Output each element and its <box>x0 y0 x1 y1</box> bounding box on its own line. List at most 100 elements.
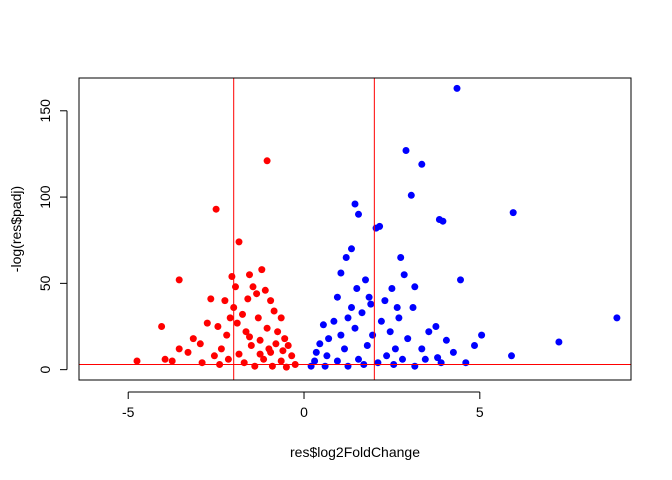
data-point <box>175 345 183 353</box>
data-point <box>254 314 262 322</box>
data-point <box>244 295 252 303</box>
data-point <box>377 317 385 325</box>
data-point <box>411 283 419 291</box>
data-point <box>212 205 220 213</box>
data-point <box>397 254 405 261</box>
data-point <box>374 359 382 367</box>
data-point <box>333 357 341 365</box>
data-point <box>402 147 410 154</box>
data-point <box>404 335 412 343</box>
data-point <box>184 348 192 356</box>
data-point <box>232 283 239 291</box>
data-point <box>307 362 315 370</box>
data-point <box>246 333 253 341</box>
data-point <box>355 355 362 363</box>
data-point <box>251 362 259 370</box>
data-point <box>242 328 250 336</box>
data-point <box>367 300 375 308</box>
data-point <box>330 317 338 325</box>
data-point <box>277 314 285 322</box>
data-point <box>471 342 478 349</box>
data-point <box>508 352 515 360</box>
data-point <box>207 295 215 303</box>
data-point <box>272 340 280 348</box>
data-point <box>246 271 253 279</box>
data-point <box>228 273 236 280</box>
data-point <box>358 309 366 317</box>
x-tick-label: -5 <box>122 404 135 420</box>
data-point <box>613 314 621 322</box>
data-point <box>425 328 433 336</box>
data-point <box>253 290 261 298</box>
y-tick-label: 150 <box>37 99 53 123</box>
plot-frame <box>78 77 632 381</box>
data-point <box>240 359 248 367</box>
data-point <box>258 266 266 274</box>
data-point <box>319 321 327 329</box>
data-point <box>267 297 275 305</box>
data-point <box>233 319 241 327</box>
data-point <box>386 328 394 336</box>
data-point <box>337 269 345 277</box>
data-point <box>437 359 445 367</box>
data-point <box>344 362 352 370</box>
data-point <box>256 336 264 344</box>
data-point <box>223 331 231 339</box>
data-point <box>418 160 426 168</box>
data-point <box>274 328 282 336</box>
data-point <box>288 352 296 360</box>
data-point <box>158 323 166 330</box>
data-point <box>409 304 417 311</box>
data-point <box>210 352 218 360</box>
data-point <box>325 335 333 343</box>
data-point <box>316 340 324 348</box>
x-axis-title: res$log2FoldChange <box>290 444 420 460</box>
data-point <box>393 304 401 311</box>
x-tick-label: 0 <box>300 404 308 420</box>
data-point <box>189 335 197 343</box>
data-point <box>333 293 341 301</box>
data-point <box>221 297 229 305</box>
data-point <box>268 362 276 370</box>
points-layer <box>133 84 621 371</box>
data-point <box>261 286 269 294</box>
data-point <box>353 285 361 292</box>
data-point <box>161 355 169 363</box>
data-point <box>217 345 225 353</box>
data-point <box>249 283 257 291</box>
data-point <box>168 357 176 365</box>
data-point <box>235 238 243 246</box>
data-point <box>462 359 470 367</box>
data-point <box>344 314 352 322</box>
data-point <box>323 352 331 360</box>
data-point <box>175 276 183 284</box>
y-tick-label: 0 <box>37 365 53 373</box>
data-point <box>235 350 243 358</box>
data-point <box>263 324 271 332</box>
data-point <box>372 224 380 232</box>
y-axis-title: -log(res$padj) <box>8 186 24 272</box>
data-point <box>224 355 232 363</box>
data-point <box>198 359 206 367</box>
data-point <box>260 355 268 363</box>
data-point <box>363 342 371 349</box>
data-point <box>355 210 362 218</box>
data-point <box>391 345 399 353</box>
data-point <box>509 209 517 217</box>
data-point <box>311 357 319 365</box>
data-point <box>442 336 450 344</box>
data-point <box>337 331 345 339</box>
data-point <box>265 345 273 353</box>
data-point <box>400 271 408 279</box>
data-point <box>226 314 234 322</box>
data-point <box>247 342 255 349</box>
data-point <box>282 363 290 371</box>
data-point <box>555 338 563 346</box>
data-point <box>411 362 419 370</box>
data-point <box>381 297 389 305</box>
data-point <box>284 342 292 349</box>
data-point <box>196 340 204 348</box>
